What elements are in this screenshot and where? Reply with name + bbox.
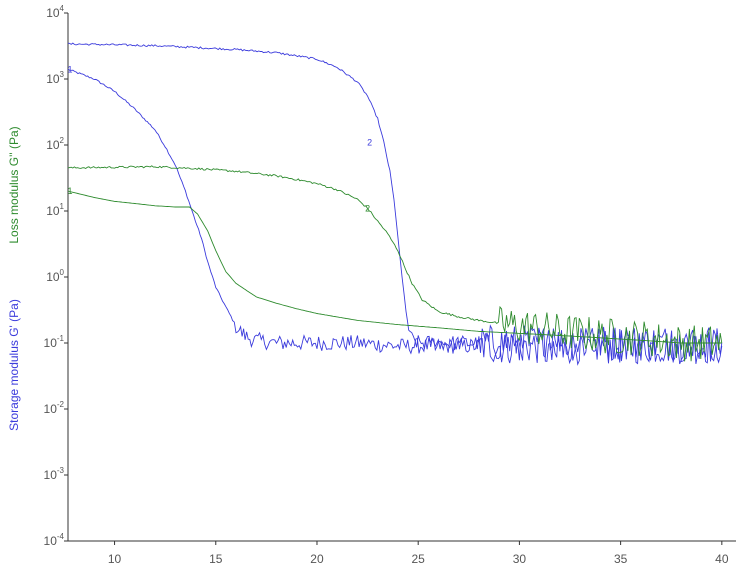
x-tick-label: 30 [513,552,527,566]
series-line-loss-1 [67,190,722,344]
series-line-loss-2 [67,165,723,362]
series-marker-storage-1: 1 [68,64,73,74]
series-layer: 1 2 1 2 [67,42,723,366]
y-axis-label-storage: Storage modulus G' (Pa) [7,299,21,431]
series-marker-loss-2: 2 [365,203,370,213]
series-marker-loss-1: 1 [68,186,73,196]
x-tick-label: 40 [715,552,729,566]
y-tick-label: 100 [46,268,64,284]
x-tick-label: 20 [310,552,324,566]
series-line-storage-1 [67,68,723,366]
series-marker-storage-2: 2 [367,137,372,147]
y-tick-label: 102 [46,136,64,152]
x-tick-label: 10 [108,552,122,566]
x-tick-label: 15 [209,552,223,566]
y-tick-label: 10-4 [44,532,65,548]
series-line-storage-2 [67,42,723,363]
y-axis-label-loss: Loss modulus G'' (Pa) [7,126,21,243]
y-tick-label: 104 [46,4,64,20]
y-tick-label: 101 [46,202,64,218]
plot-axes: 10 15 20 25 30 35 40 104 103 102 101 100 10-1 10-2 10-… [44,4,736,566]
x-tick-label: 35 [614,552,628,566]
y-tick-label: 10-2 [44,400,65,416]
y-tick-label: 10-3 [44,466,65,482]
y-tick-label: 103 [46,70,64,86]
x-tick-label: 25 [412,552,426,566]
y-tick-label: 10-1 [44,334,65,350]
axis-labels: Loss modulus G'' (Pa) Storage modulus G'… [7,126,21,430]
